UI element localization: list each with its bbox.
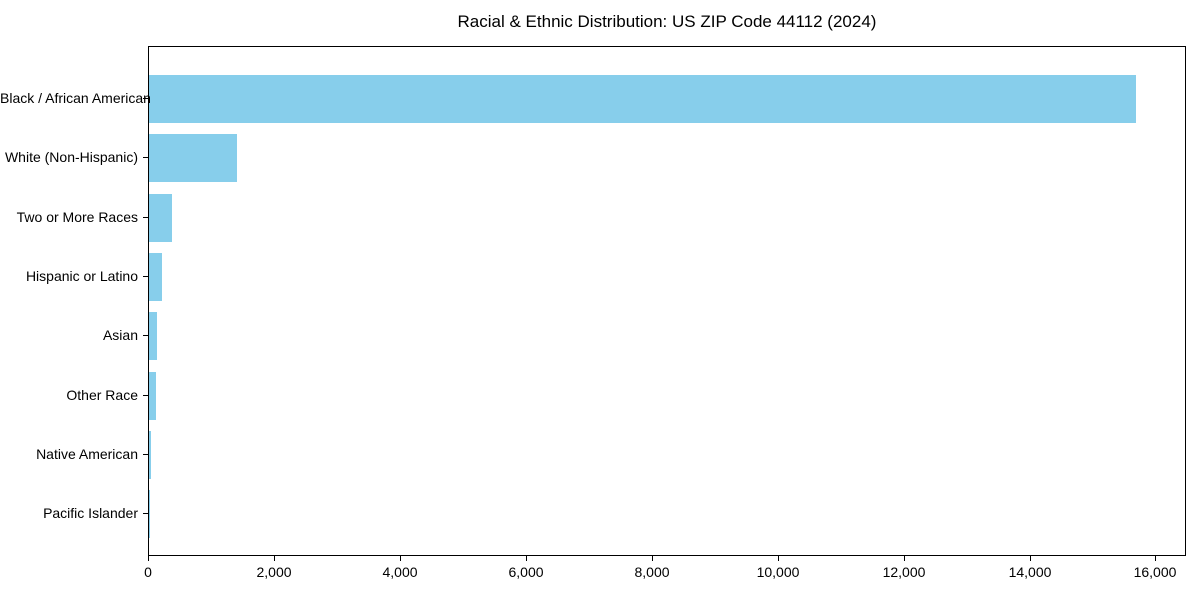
category-label: Pacific Islander <box>43 505 138 521</box>
x-tick-mark <box>652 556 653 561</box>
x-tick-mark <box>148 556 149 561</box>
x-tick-label: 6,000 <box>508 564 544 580</box>
y-tick-mark <box>143 395 148 396</box>
bar <box>149 431 151 479</box>
category-label: Hispanic or Latino <box>25 268 138 284</box>
bar <box>149 312 158 360</box>
category-label: Asian <box>102 327 138 343</box>
chart-title: Racial & Ethnic Distribution: US ZIP Cod… <box>457 12 877 31</box>
category-label: Two or More Races <box>16 209 138 225</box>
plot-area <box>148 46 1186 556</box>
x-tick-label: 4,000 <box>382 564 418 580</box>
x-tick-mark <box>1030 556 1031 561</box>
category-label: Black / African American <box>0 90 151 106</box>
bar <box>149 194 172 242</box>
category-label: Native American <box>36 446 138 462</box>
x-tick-label: 14,000 <box>1008 564 1052 580</box>
x-tick-mark <box>526 556 527 561</box>
bar <box>149 75 1136 123</box>
y-tick-mark <box>143 276 148 277</box>
x-tick-label: 0 <box>144 564 152 580</box>
y-tick-mark <box>143 335 148 336</box>
bar <box>149 253 162 301</box>
x-tick-mark <box>778 556 779 561</box>
category-label: Other Race <box>66 387 138 403</box>
x-tick-mark <box>400 556 401 561</box>
x-tick-label: 12,000 <box>882 564 926 580</box>
y-tick-mark <box>143 217 148 218</box>
x-tick-label: 10,000 <box>756 564 800 580</box>
bar <box>149 134 237 182</box>
y-tick-mark <box>143 513 148 514</box>
y-tick-mark <box>143 98 148 99</box>
y-tick-mark <box>143 157 148 158</box>
x-tick-label: 8,000 <box>634 564 670 580</box>
x-tick-mark <box>904 556 905 561</box>
x-tick-label: 2,000 <box>256 564 292 580</box>
bar <box>149 372 156 420</box>
x-tick-mark <box>1155 556 1156 561</box>
x-tick-label: 16,000 <box>1133 564 1177 580</box>
y-tick-mark <box>143 454 148 455</box>
category-label: White (Non-Hispanic) <box>4 149 138 165</box>
x-tick-mark <box>274 556 275 561</box>
